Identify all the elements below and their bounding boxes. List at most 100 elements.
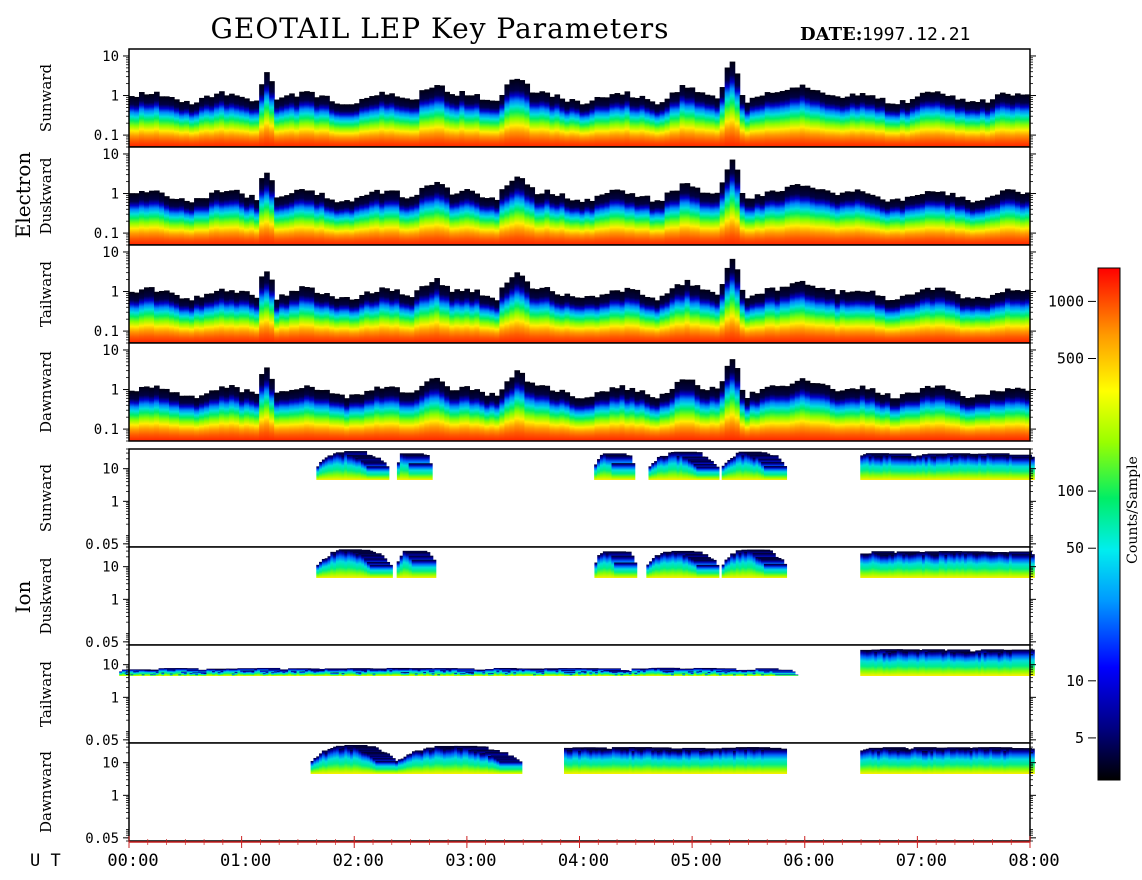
electron-flux-column	[844, 389, 851, 441]
electron-flux-column	[179, 198, 185, 245]
ion-flux-column	[775, 674, 799, 676]
x-tick-label: 07:00	[896, 851, 947, 871]
electron-flux-column	[784, 186, 791, 245]
electron-flux-column	[974, 101, 981, 147]
electron-flux-column	[774, 386, 781, 441]
electron-flux-column	[544, 287, 551, 343]
electron-flux-column	[919, 194, 926, 245]
electron-flux-column	[554, 391, 561, 441]
electron-flux-column	[919, 289, 926, 343]
electron-flux-column	[964, 101, 971, 147]
electron-flux-column	[284, 391, 290, 441]
electron-flux-column	[284, 195, 290, 245]
electron-flux-column	[669, 92, 676, 147]
electron-flux-column	[624, 390, 631, 441]
electron-flux-column	[934, 385, 941, 441]
electron-flux-column	[954, 197, 961, 245]
time-axis: U T 00:00 01:00 02:00 03:00 04:00 05:00 06:00 07…	[30, 836, 1060, 871]
electron-flux-column	[434, 278, 440, 343]
electron-flux-column	[1024, 390, 1031, 441]
electron-flux-column	[229, 190, 235, 245]
electron-flux-column	[699, 92, 706, 147]
electron-flux-column	[489, 100, 496, 147]
electron-flux-column	[144, 386, 150, 441]
electron-flux-column	[289, 389, 295, 441]
electron-flux-column	[234, 189, 240, 245]
electron-flux-column	[294, 189, 300, 245]
electron-flux-column	[149, 387, 155, 441]
electron-flux-column	[589, 396, 596, 441]
ion-flux-column	[499, 761, 523, 774]
electron-flux-column	[579, 104, 586, 147]
electron-flux-column	[864, 291, 871, 343]
electron-flux-column	[829, 192, 836, 245]
electron-flux-column	[569, 296, 576, 343]
electron-flux-column	[914, 96, 921, 147]
electron-flux-column	[474, 389, 480, 441]
electron-flux-column	[479, 197, 485, 245]
electron-flux-column	[449, 390, 455, 441]
electron-flux-column	[849, 291, 856, 343]
electron-flux-column	[729, 159, 736, 245]
electron-flux-column	[324, 95, 330, 147]
electron-flux-column	[524, 281, 531, 343]
electron-flux-column	[364, 291, 370, 343]
electron-flux-column	[869, 290, 876, 343]
x-tick-label: 03:00	[445, 851, 496, 871]
electron-flux-column	[344, 297, 350, 343]
electron-flux-column	[354, 197, 360, 245]
electron-flux-column	[984, 102, 991, 147]
electron-flux-column	[959, 298, 966, 343]
electron-flux-column	[934, 287, 941, 343]
electron-flux-column	[324, 389, 330, 441]
electron-flux-column	[594, 392, 601, 441]
electron-flux-column	[339, 297, 345, 343]
electron-flux-column	[884, 300, 891, 343]
electron-flux-column	[939, 385, 946, 441]
electron-flux-column	[614, 93, 621, 147]
electron-flux-column	[679, 85, 686, 147]
electron-flux-column	[244, 98, 250, 147]
electron-flux-column	[374, 386, 380, 441]
electron-flux-column	[649, 297, 656, 343]
y-tick-label: 10	[102, 560, 119, 576]
electron-flux-column	[794, 87, 801, 147]
electron-flux-column	[754, 393, 761, 441]
electron-flux-column	[639, 196, 646, 245]
electron-flux-column	[774, 290, 781, 343]
electron-flux-column	[839, 192, 846, 245]
electron-flux-column	[264, 271, 270, 343]
electron-flux-column	[269, 378, 275, 441]
electron-flux-column	[444, 91, 450, 147]
electron-flux-column	[754, 96, 761, 147]
electron-flux-column	[249, 101, 255, 147]
y-tick-label: 10	[102, 49, 119, 65]
electron-flux-column	[204, 293, 210, 343]
electron-flux-column	[924, 385, 931, 441]
electron-flux-column	[259, 374, 265, 441]
electron-flux-column	[214, 93, 220, 147]
electron-flux-column	[814, 287, 821, 343]
electron-flux-column	[949, 95, 956, 147]
panel-frame	[128, 342, 1031, 442]
electron-flux-column	[924, 91, 931, 147]
electron-flux-column	[964, 398, 971, 441]
electron-flux-column	[519, 178, 526, 245]
electron-flux-column	[304, 385, 310, 441]
electron-flux-column	[159, 388, 165, 441]
electron-flux-column	[834, 96, 841, 147]
y-tick-label: 0.1	[94, 128, 119, 144]
electron-flux-column	[964, 297, 971, 343]
electron-flux-column	[734, 73, 741, 147]
electron-flux-column	[739, 389, 746, 441]
electron-flux-column	[239, 193, 245, 245]
electron-flux-column	[399, 97, 405, 147]
electron-flux-column	[449, 291, 455, 343]
electron-flux-column	[304, 91, 310, 147]
electron-flux-column	[744, 102, 751, 147]
electron-flux-column	[489, 297, 496, 343]
electron-flux-column	[914, 392, 921, 441]
group-label-ion: Ion	[11, 580, 35, 613]
electron-flux-column	[214, 390, 220, 441]
y-tick-label: 10	[102, 462, 119, 478]
